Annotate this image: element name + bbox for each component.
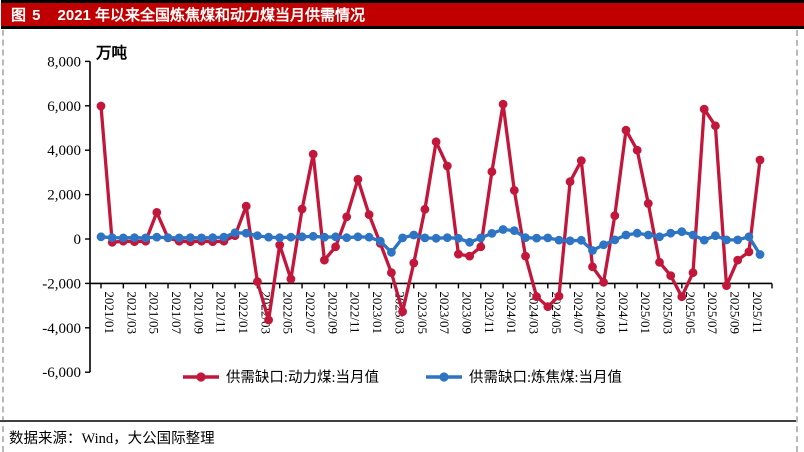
svg-text:2022/05: 2022/05 [281, 291, 296, 334]
svg-text:2023/01: 2023/01 [370, 291, 385, 334]
svg-text:2021/07: 2021/07 [169, 291, 184, 334]
svg-text:0: 0 [74, 232, 82, 248]
red-line-marker-icon [182, 371, 219, 382]
legend-item-thermal-coal: 供需缺口:动力煤:当月值 [182, 366, 379, 387]
svg-text:2025/01: 2025/01 [638, 291, 653, 334]
svg-text:2023/11: 2023/11 [482, 291, 497, 333]
svg-text:2021/11: 2021/11 [214, 291, 229, 333]
svg-text:2021/01: 2021/01 [102, 291, 117, 334]
svg-text:2023/05: 2023/05 [415, 291, 430, 334]
svg-text:2025/07: 2025/07 [705, 291, 720, 334]
blue-line-marker-icon [426, 371, 462, 382]
svg-text:-6,000: -6,000 [42, 365, 81, 381]
svg-text:4,000: 4,000 [47, 143, 81, 159]
chart-area: 万吨 8,000 6,000 4,000 2,000 0 -2,000 -4,000 -6,00… [0, 30, 804, 395]
svg-text:2022/01: 2022/01 [236, 291, 251, 334]
svg-text:2021/09: 2021/09 [191, 291, 206, 334]
data-source-note: 数据来源：Wind，大公国际整理 [9, 431, 215, 447]
chart-legend: 供需缺口:动力煤:当月值 供需缺口:炼焦煤:当月值 [0, 366, 804, 387]
svg-text:2022/07: 2022/07 [303, 291, 318, 334]
svg-text:2021/03: 2021/03 [124, 291, 139, 334]
figure-title-text: 2021 年以来全国炼焦煤和动力煤当月供需情况 [57, 7, 366, 24]
legend-label-coking-coal: 供需缺口:炼焦煤:当月值 [469, 370, 623, 386]
svg-text:2022/11: 2022/11 [348, 291, 363, 333]
svg-text:2023/09: 2023/09 [459, 291, 474, 334]
figure-number-label: 图 5 [11, 7, 42, 24]
svg-text:2021/05: 2021/05 [147, 291, 162, 334]
svg-text:万吨: 万吨 [95, 44, 128, 62]
svg-text:2024/07: 2024/07 [571, 291, 586, 334]
legend-label-thermal-coal: 供需缺口:动力煤:当月值 [225, 370, 379, 386]
svg-text:-4,000: -4,000 [42, 321, 81, 337]
svg-text:2022/09: 2022/09 [325, 291, 340, 334]
svg-text:2,000: 2,000 [47, 188, 81, 204]
svg-text:8,000: 8,000 [47, 54, 81, 70]
svg-text:2024/01: 2024/01 [504, 291, 519, 334]
legend-item-coking-coal: 供需缺口:炼焦煤:当月值 [425, 366, 622, 387]
svg-text:2023/07: 2023/07 [437, 291, 452, 334]
svg-text:-2,000: -2,000 [42, 276, 81, 292]
svg-text:2025/11: 2025/11 [750, 291, 765, 333]
svg-text:6,000: 6,000 [47, 99, 81, 115]
svg-text:2025/03: 2025/03 [661, 291, 676, 334]
figure-title-bar: 图 5 2021 年以来全国炼焦煤和动力煤当月供需情况 [1, 0, 804, 29]
svg-text:2025/05: 2025/05 [683, 291, 698, 334]
svg-text:2024/09: 2024/09 [593, 291, 608, 334]
svg-text:2024/03: 2024/03 [526, 291, 541, 334]
svg-text:2024/11: 2024/11 [616, 291, 631, 333]
line-chart-canvas: 万吨 8,000 6,000 4,000 2,000 0 -2,000 -4,000 -6,00… [42, 44, 773, 381]
divider-line [0, 420, 796, 422]
svg-text:2025/09: 2025/09 [728, 291, 743, 334]
